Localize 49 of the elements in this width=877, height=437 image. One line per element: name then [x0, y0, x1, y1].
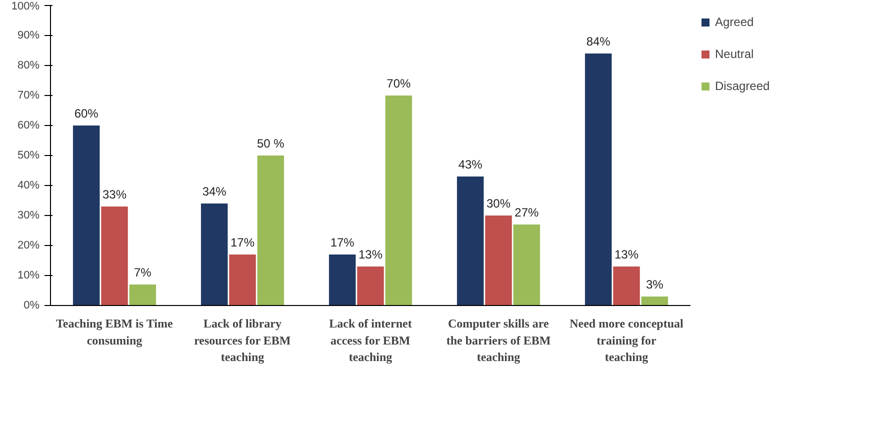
data-label: 84% — [586, 34, 611, 48]
data-label: 43% — [458, 158, 483, 172]
bar — [513, 224, 540, 306]
y-tick-label: 80% — [17, 60, 40, 72]
data-label: 27% — [514, 206, 539, 220]
bar — [129, 284, 156, 306]
data-label: 34% — [202, 184, 227, 198]
bar — [257, 156, 284, 306]
y-tick-label: 50% — [17, 150, 40, 162]
bar — [584, 54, 612, 306]
data-label: 17% — [330, 236, 355, 250]
data-label: 50 % — [256, 136, 285, 150]
x-tick-label: Lack of library resources for EBM teaching — [194, 316, 291, 364]
y-tick-label: 60% — [17, 120, 40, 132]
bar — [385, 96, 412, 306]
bar — [485, 216, 512, 306]
bar — [641, 296, 668, 306]
bar — [357, 266, 384, 306]
x-tick-label: Need more conceptual training for teaching — [570, 316, 684, 364]
data-label: 60% — [74, 106, 99, 120]
x-tick-label: Teaching EBM is Time consuming — [56, 316, 174, 348]
bar — [200, 204, 228, 306]
x-tick-label: Computer skills are the barriers of EBM teaching — [446, 316, 551, 364]
data-label: 13% — [614, 248, 639, 262]
bar — [613, 266, 640, 306]
bar — [456, 176, 484, 306]
legend-label: Disagreed — [715, 79, 770, 93]
y-tick-label: 10% — [17, 270, 40, 282]
data-label: 17% — [230, 236, 255, 250]
y-tick-label: 70% — [17, 90, 40, 102]
y-tick-label: 20% — [17, 240, 40, 252]
bar — [101, 206, 128, 306]
data-label: 3% — [646, 278, 664, 292]
data-label: 13% — [358, 248, 383, 262]
data-label: 7% — [134, 266, 152, 280]
bar — [328, 254, 356, 306]
legend-label: Neutral — [715, 47, 754, 61]
data-label: 70% — [386, 76, 411, 90]
y-tick-label: 90% — [17, 30, 40, 42]
bar — [72, 126, 100, 306]
data-label: 33% — [102, 188, 127, 202]
bar — [229, 254, 256, 306]
x-tick-label: Lack of internet access for EBM teaching — [329, 316, 412, 364]
legend-label: Agreed — [715, 15, 754, 29]
y-tick-label: 100% — [11, 0, 40, 12]
y-tick-label: 40% — [17, 180, 40, 192]
y-tick-label: 30% — [17, 210, 40, 222]
y-tick-label: 0% — [24, 300, 40, 312]
data-label: 30% — [486, 196, 511, 210]
